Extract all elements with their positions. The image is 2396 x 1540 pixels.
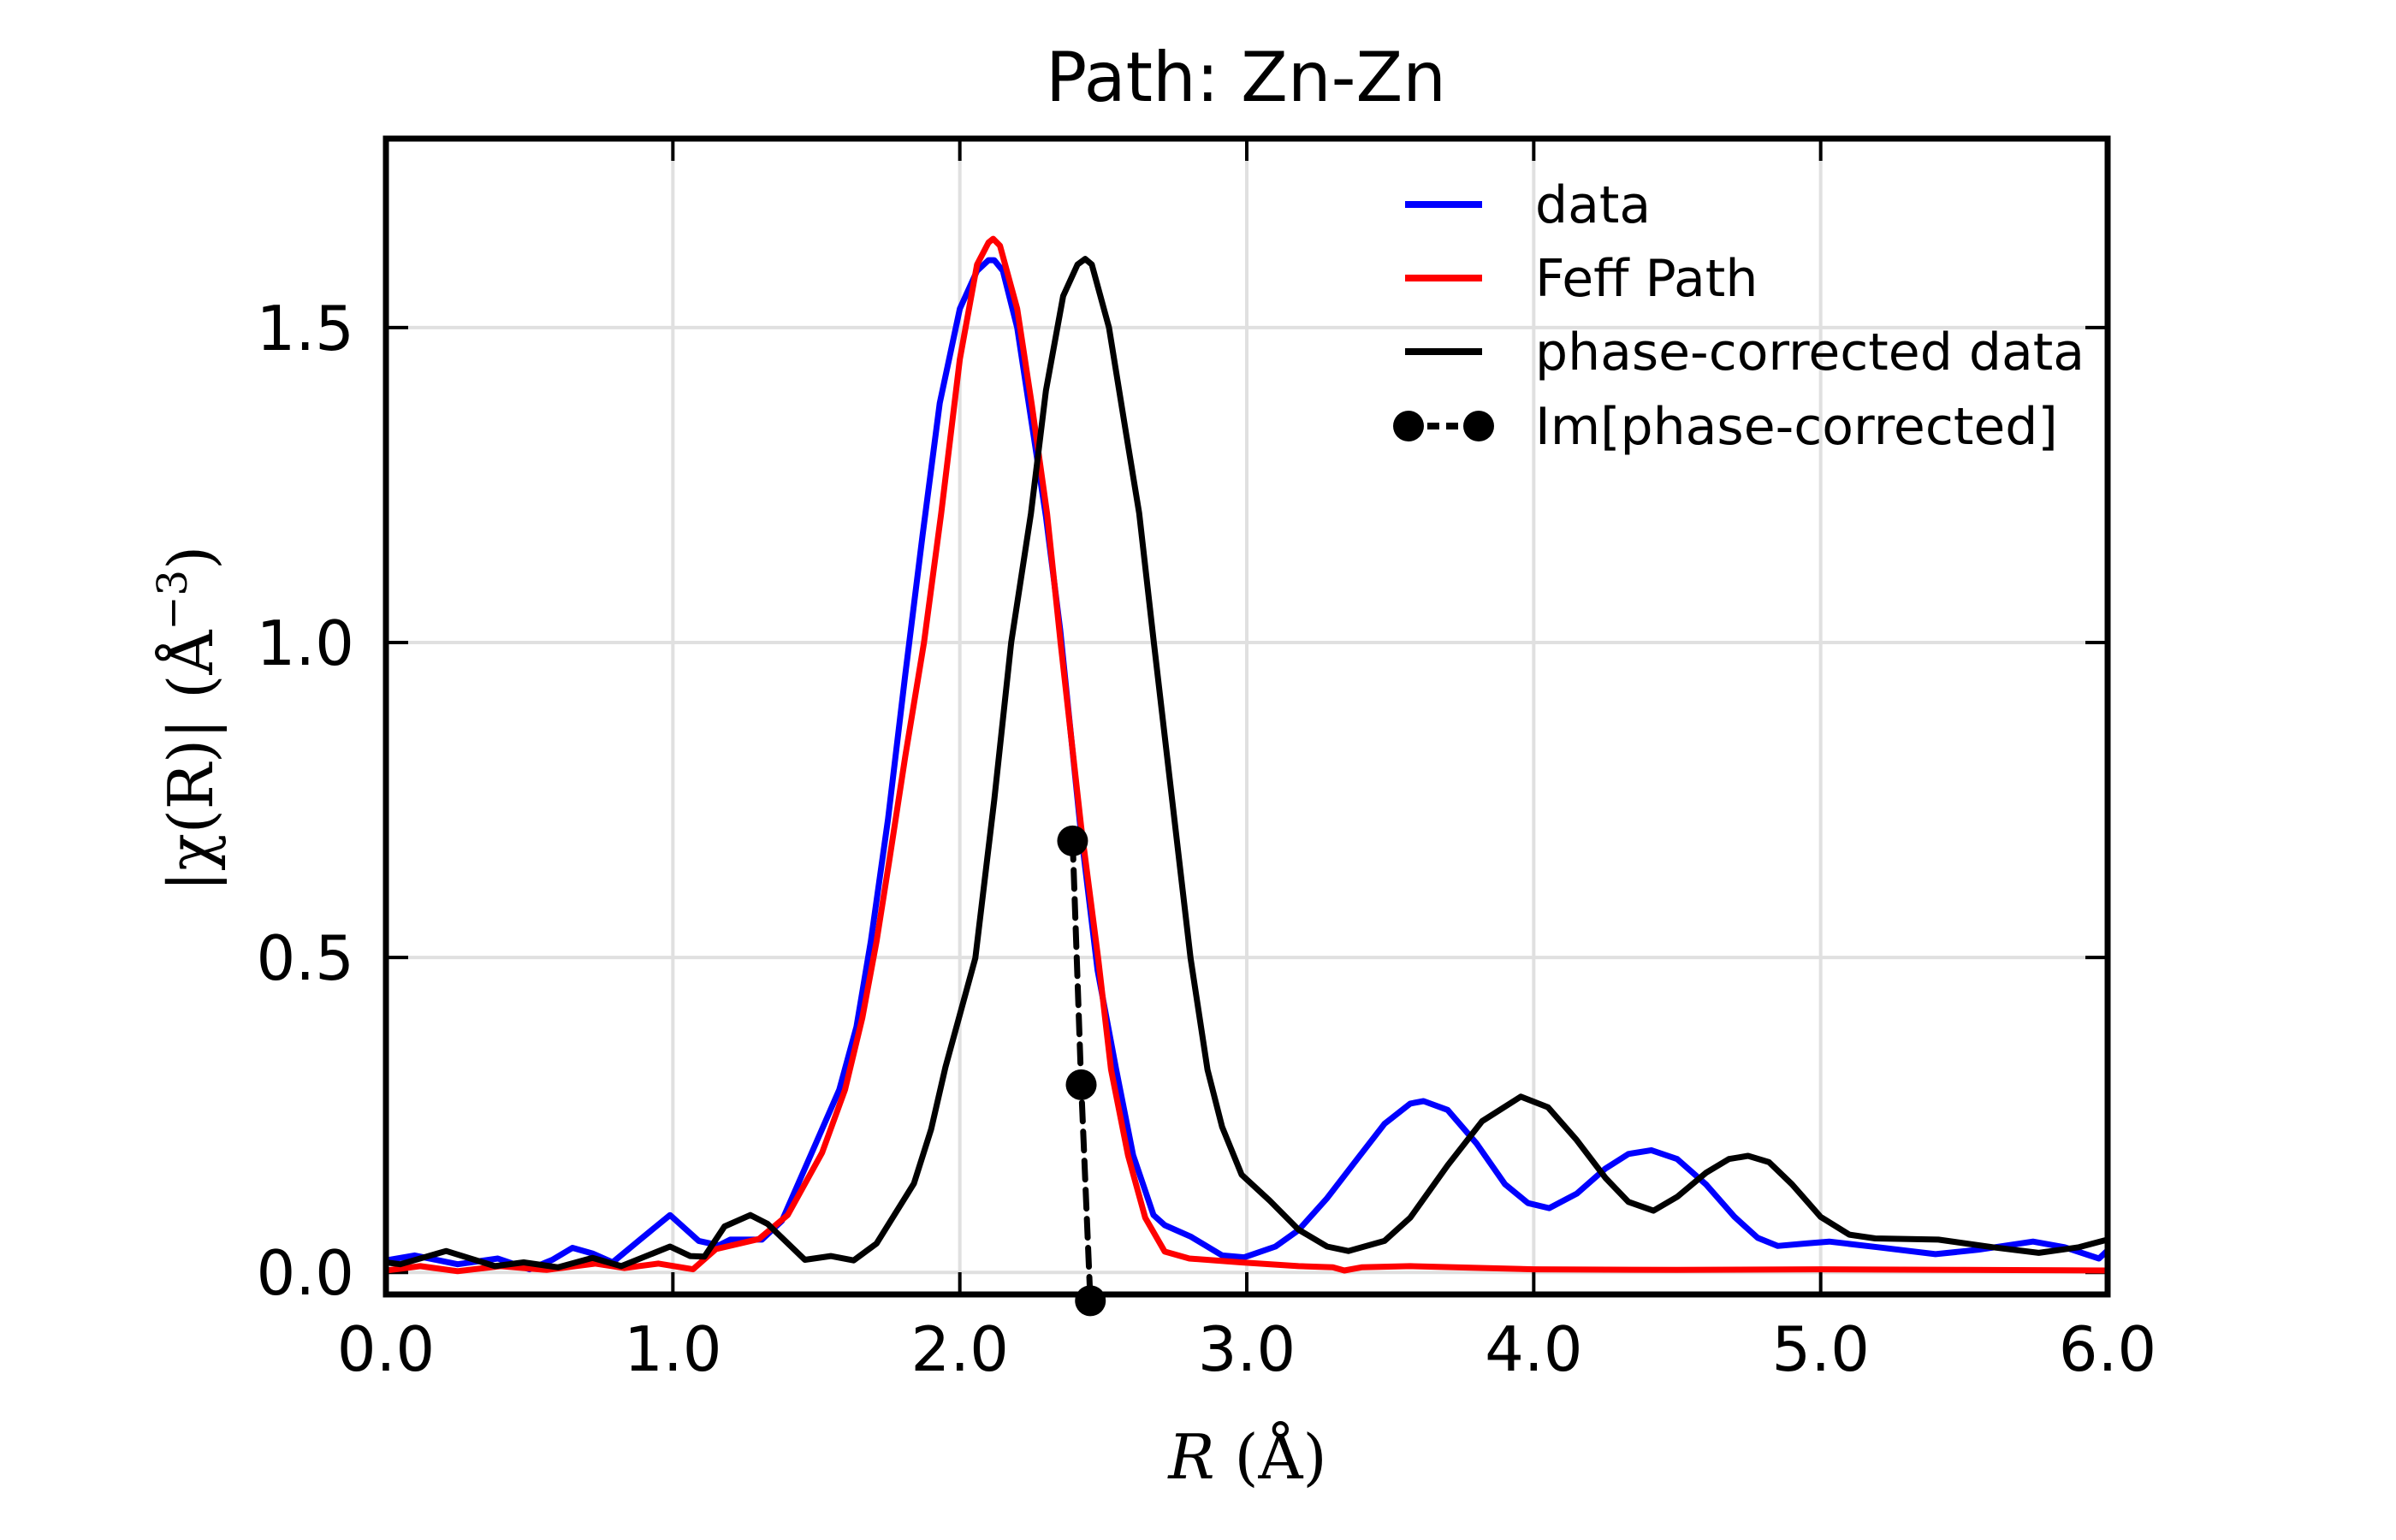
data-point-im-phase-corrected (1075, 1285, 1106, 1317)
x-axis-label-var: R (1166, 1421, 1214, 1493)
x-axis-label: R (Å) (1166, 1420, 1326, 1493)
legend-label: phase-corrected data (1535, 323, 2085, 382)
x-axis-label-unit: (Å) (1234, 1420, 1326, 1493)
y-tick-label: 0.5 (256, 922, 354, 994)
y-tick-label: 1.5 (256, 293, 354, 364)
x-tick-label: 3.0 (1198, 1313, 1296, 1385)
legend-label: Feff Path (1535, 249, 1758, 309)
legend-marker (1393, 411, 1424, 441)
legend-item-im-phase-corrected: Im[phase-corrected] (1393, 397, 2058, 457)
legend-label: data (1535, 175, 1651, 235)
legend: data Feff Path phase-corrected data Im[phas… (1393, 175, 2085, 457)
y-tick-label: 1.0 (256, 607, 354, 679)
y-tick-labels: 0.0 0.5 1.0 1.5 (256, 293, 354, 1309)
data-point-im-phase-corrected (1065, 1069, 1097, 1100)
chart-title: Path: Zn-Zn (1046, 38, 1446, 117)
x-tick-label: 0.0 (337, 1313, 436, 1385)
legend-marker (1463, 411, 1494, 441)
axes-frame (383, 135, 2111, 1298)
markers-layer (1057, 825, 1106, 1317)
legend-item-data: data (1405, 175, 1651, 235)
legend-label: Im[phase-corrected] (1535, 397, 2058, 457)
x-tick-label: 5.0 (1771, 1313, 1870, 1385)
x-tick-label: 6.0 (2059, 1313, 2157, 1385)
y-axis-label: |χ(R)| (Å−3) (149, 546, 227, 891)
x-tick-label: 4.0 (1485, 1313, 1583, 1385)
data-point-im-phase-corrected (1057, 825, 1088, 856)
x-tick-label: 1.0 (624, 1313, 722, 1385)
x-tick-label: 2.0 (910, 1313, 1009, 1385)
y-axis-label-close: ) (155, 546, 227, 570)
legend-item-phase-corrected-data: phase-corrected data (1405, 323, 2085, 382)
series-line-phase-corrected-data (383, 256, 2108, 1270)
series-line-feff-path (383, 235, 2108, 1275)
gridlines (386, 139, 2108, 1294)
y-tick-label: 0.0 (256, 1237, 354, 1309)
y-axis-label-main: |χ(R)| (Å (154, 630, 227, 892)
legend-item-feff-path: Feff Path (1405, 249, 1758, 309)
y-axis-label-sup: −3 (149, 570, 197, 631)
series-layer (383, 235, 2108, 1275)
x-tick-labels: 0.0 1.0 2.0 3.0 4.0 5.0 6.0 (337, 1313, 2157, 1385)
